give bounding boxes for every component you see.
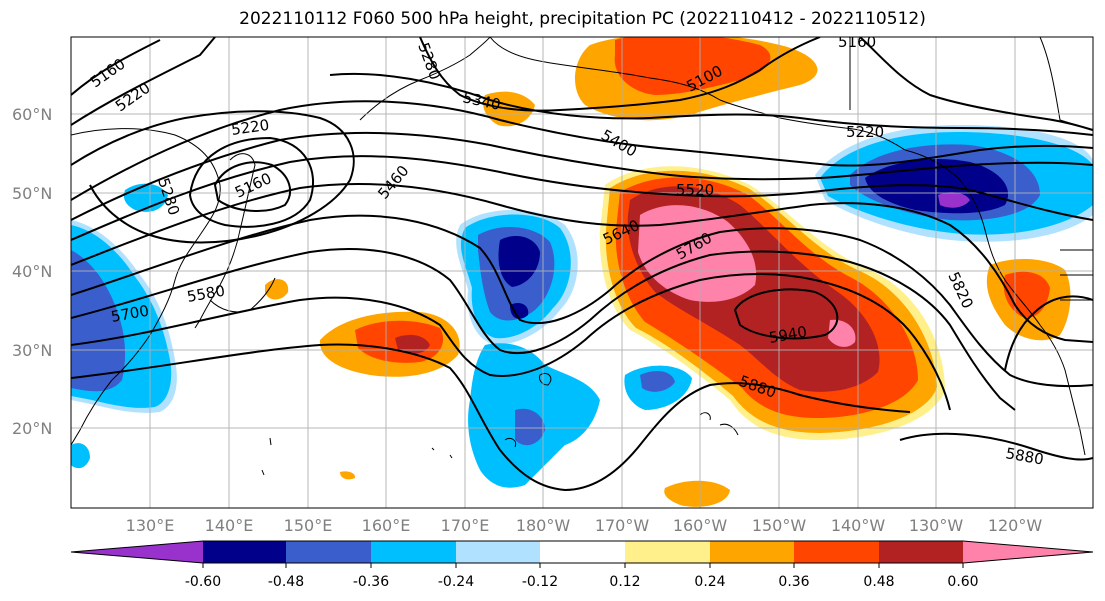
lat-label-50n: 50°N [12, 184, 52, 203]
colorbar-tick-label: 0.12 [609, 574, 640, 590]
contour-5280-north [419, 37, 821, 112]
lon-label: 160°E [362, 516, 411, 535]
positive-anomaly-central-darkred [395, 334, 430, 354]
colorbar-tick-label: 0.60 [947, 574, 978, 590]
negative-anomaly-japan-blue [71, 250, 126, 392]
lon-label: 170°W [595, 516, 650, 535]
positive-anomaly-small-1 [265, 279, 289, 300]
contour-5880 [71, 343, 911, 492]
height-contours [71, 37, 1093, 492]
positive-anomaly-small-3 [340, 471, 356, 480]
colorbar-seg-0 [71, 541, 203, 563]
negative-anomaly-mid-blue [640, 370, 675, 392]
colorbar-seg-8 [794, 541, 879, 563]
lon-label: 150°E [284, 516, 333, 535]
colorbar-tick-label: -0.36 [353, 574, 389, 590]
colorbar-tick-label: -0.60 [185, 574, 221, 590]
colorbar-tick-label: 0.24 [694, 574, 725, 590]
latitude-labels: 60°N 50°N 40°N 30°N 20°N [12, 105, 52, 438]
negative-anomaly-philippines-cyan [71, 443, 90, 469]
positive-anomaly-pink [638, 205, 757, 302]
small-islands [261, 372, 739, 476]
lat-label-40n: 40°N [12, 262, 52, 281]
colorbar-seg-3 [371, 541, 456, 563]
colorbar-ticks [202, 563, 964, 568]
contour-5760 [71, 273, 951, 411]
colorbar-seg-5 [540, 541, 625, 563]
lat-label-60n: 60°N [12, 105, 52, 124]
contour-alaska [859, 37, 1093, 131]
contour-label: 5160 [838, 33, 876, 51]
colorbar-seg-1 [203, 541, 286, 563]
lat-label-30n: 30°N [12, 341, 52, 360]
colorbar: -0.60 -0.48 -0.36 -0.24 -0.12 0.12 0.24 … [70, 540, 1094, 590]
contour-label: 5520 [676, 181, 714, 199]
lon-label: 140°E [205, 516, 254, 535]
negative-anomaly-central-navy [498, 236, 540, 287]
colorbar-tick-label: -0.12 [522, 574, 558, 590]
coastlines [71, 37, 1093, 456]
lon-label: 160°W [673, 516, 728, 535]
contour-5460 [71, 131, 1093, 221]
lon-label: 120°W [988, 516, 1043, 535]
contour-5820-east [1004, 295, 1093, 371]
contour-5700 [71, 248, 1016, 411]
positive-anomaly-alaska-red [614, 37, 771, 95]
colorbar-seg-9 [879, 541, 963, 563]
contour-5940 [733, 288, 839, 340]
contour-label: 5220 [846, 123, 884, 141]
colorbar-seg-10 [963, 541, 1093, 563]
contour-5340 [329, 72, 1093, 136]
positive-anomaly-small-2 [664, 480, 730, 507]
colorbar-tick-label: 0.48 [863, 574, 894, 590]
lon-label: 170°E [441, 516, 490, 535]
colorbar-seg-6 [625, 541, 710, 563]
gridlines [71, 37, 1093, 508]
lon-label: 180°W [516, 516, 571, 535]
contour-5880-east [899, 432, 1093, 461]
negative-anomaly-trail-blue [515, 408, 545, 446]
lon-label: 130°W [909, 516, 964, 535]
negative-anomaly-central-navy-2 [510, 303, 529, 319]
negative-anomaly-pnw-purple [938, 192, 970, 208]
colorbar-tick-label: -0.24 [438, 574, 474, 590]
contour-5160-west [71, 39, 161, 96]
colorbar-seg-4 [456, 541, 540, 563]
contour-5220-low [188, 136, 315, 228]
colorbar-seg-7 [710, 541, 794, 563]
lon-label: 130°E [126, 516, 175, 535]
contour-label: 5220 [230, 116, 270, 139]
colorbar-tick-label: -0.48 [268, 574, 304, 590]
contour-5220-west [71, 37, 216, 126]
contour-5400 [71, 100, 1093, 201]
colorbar-seg-2 [286, 541, 371, 563]
colorbar-tick-label: 0.36 [778, 574, 809, 590]
longitude-labels: 130°E 140°E 150°E 160°E 170°E 180°W 170°… [126, 516, 1043, 535]
lon-label: 140°W [831, 516, 886, 535]
map-frame [70, 36, 1094, 509]
contour-5640 [71, 214, 1093, 388]
lat-label-20n: 20°N [12, 419, 52, 438]
map-title: 2022110112 F060 500 hPa height, precipit… [239, 9, 926, 29]
contour-5580 [71, 183, 1093, 343]
contour-5520 [71, 155, 1093, 241]
contour-5160-low [213, 161, 292, 212]
lon-label: 150°W [752, 516, 807, 535]
